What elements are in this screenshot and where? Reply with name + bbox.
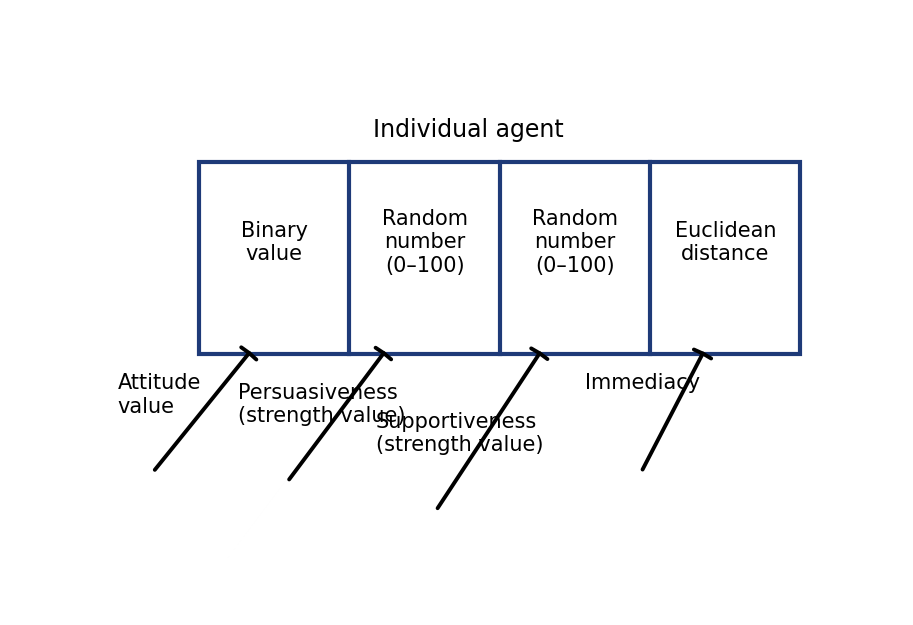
- Text: Attitude
value: Attitude value: [118, 373, 201, 417]
- Bar: [199, 162, 801, 354]
- Text: Supportiveness
(strength value): Supportiveness (strength value): [376, 412, 543, 455]
- Text: Random
number
(0–100): Random number (0–100): [532, 209, 618, 276]
- Text: Immediacy: Immediacy: [584, 373, 699, 393]
- Text: Individual agent: Individual agent: [373, 118, 563, 142]
- Text: Euclidean
distance: Euclidean distance: [675, 221, 776, 264]
- Text: Binary
value: Binary value: [241, 221, 308, 264]
- Text: Random
number
(0–100): Random number (0–100): [382, 209, 467, 276]
- Text: Persuasiveness
(strength value): Persuasiveness (strength value): [238, 383, 405, 426]
